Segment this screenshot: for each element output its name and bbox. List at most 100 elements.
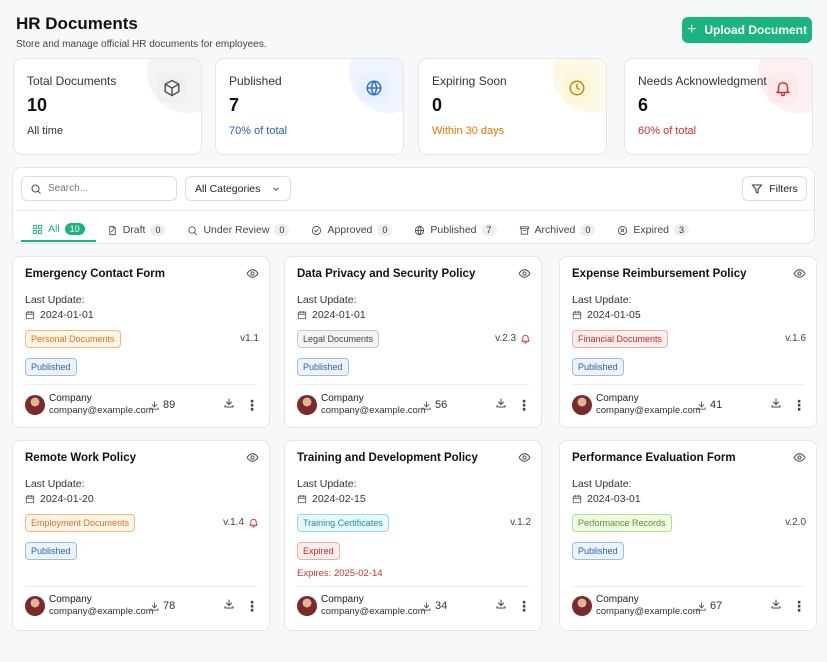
tab-label: Published: [430, 224, 477, 236]
document-title: Training and Development Policy: [297, 452, 478, 464]
card-divider: [297, 586, 529, 587]
download-count-value: 78: [163, 600, 176, 612]
date-value: 2024-01-01: [312, 309, 366, 321]
date-value: 2024-01-01: [40, 309, 94, 321]
card-actions: ⋮: [770, 597, 806, 615]
avatar: [572, 395, 592, 415]
download-button[interactable]: [223, 396, 235, 414]
more-options-icon[interactable]: ⋮: [245, 598, 259, 614]
stat-card-subtext: Within 30 days: [432, 125, 505, 137]
tab-count-badge: 3: [674, 224, 690, 236]
owner-info: Company company@example.com: [49, 593, 154, 618]
download-button[interactable]: [770, 396, 782, 414]
tab-label: Draft: [122, 224, 146, 236]
tab-count-badge: 7: [481, 224, 497, 236]
owner-name: Company: [321, 393, 364, 405]
download-icon: [496, 599, 506, 609]
last-update-label: Last Update:: [572, 478, 632, 490]
tab-label: All: [48, 223, 60, 235]
category-tag: Personal Documents: [25, 330, 121, 348]
download-count: 67: [696, 600, 722, 612]
owner-email: company@example.com: [321, 606, 426, 618]
stat-card-label: Published: [229, 74, 282, 88]
expiry-text: Expires: 2025-02-14: [297, 568, 383, 579]
tab-label: Expired: [633, 224, 670, 236]
more-options-icon[interactable]: ⋮: [245, 397, 259, 413]
tab-expired[interactable]: Expired 3: [606, 218, 700, 242]
document-card[interactable]: Remote Work Policy Last Update: 2024-01-…: [12, 440, 270, 631]
card-actions: ⋮: [223, 396, 259, 414]
document-title: Emergency Contact Form: [25, 268, 165, 280]
tab-count-badge: 0: [580, 224, 596, 236]
more-options-icon[interactable]: ⋮: [792, 397, 806, 413]
tab-draft[interactable]: Draft 0: [96, 218, 177, 242]
tab-published[interactable]: Published 7: [403, 218, 507, 242]
version-label: v.2.3: [495, 333, 516, 344]
page-title: HR Documents: [16, 14, 138, 33]
view-button[interactable]: [246, 451, 259, 469]
tab-archived[interactable]: Archived 0: [508, 218, 607, 242]
view-button[interactable]: [793, 267, 806, 285]
download-button[interactable]: [495, 597, 507, 615]
download-icon: [224, 599, 234, 609]
status-tabs: All 10 Draft 0 Under Review 0 Approved 0…: [21, 218, 700, 244]
date-value: 2024-01-05: [587, 309, 641, 321]
download-icon: [150, 400, 159, 410]
owner-email: company@example.com: [49, 405, 154, 417]
stat-card-icon: [562, 73, 592, 103]
category-tag: Legal Documents: [297, 330, 380, 348]
version-label: v.1.4: [223, 517, 244, 528]
card-divider: [25, 586, 257, 587]
tab-approved[interactable]: Approved 0: [300, 218, 403, 242]
calendar-icon: [297, 310, 307, 320]
avatar: [25, 596, 45, 616]
tab-label: Approved: [327, 224, 373, 236]
document-card[interactable]: Training and Development Policy Last Upd…: [284, 440, 542, 631]
page-header: HR Documents Store and manage official H…: [16, 14, 267, 50]
view-button[interactable]: [518, 451, 531, 469]
tab-count-badge: 0: [274, 224, 290, 236]
card-divider: [572, 384, 804, 385]
view-button[interactable]: [793, 451, 806, 469]
tab-count-badge: 10: [64, 223, 85, 235]
upload-document-button[interactable]: + Upload Document: [682, 17, 812, 43]
category-tag: Performance Records: [572, 514, 672, 532]
bell-icon: [776, 82, 790, 97]
download-button[interactable]: [223, 597, 235, 615]
filters-button[interactable]: Filters: [742, 176, 807, 201]
document-card[interactable]: Emergency Contact Form Last Update: 2024…: [12, 256, 270, 428]
stat-card-icon: [157, 73, 187, 103]
card-divider: [572, 586, 804, 587]
stat-card-subtext: 70% of total: [229, 125, 288, 137]
view-button[interactable]: [518, 267, 531, 285]
search-box[interactable]: [21, 176, 177, 201]
download-button[interactable]: [770, 597, 782, 615]
filters-label: Filters: [769, 182, 798, 195]
owner-name: Company: [49, 393, 92, 405]
tab-all[interactable]: All 10: [21, 218, 96, 242]
document-card[interactable]: Expense Reimbursement Policy Last Update…: [559, 256, 817, 428]
download-button[interactable]: [495, 396, 507, 414]
view-button[interactable]: [246, 267, 259, 285]
card-actions: ⋮: [223, 597, 259, 615]
tab-under-review[interactable]: Under Review 0: [176, 218, 300, 242]
calendar-icon: [25, 494, 35, 504]
last-update-label: Last Update:: [572, 294, 632, 306]
last-update-date: 2024-01-01: [297, 309, 366, 321]
document-card[interactable]: Data Privacy and Security Policy Last Up…: [284, 256, 542, 428]
more-options-icon[interactable]: ⋮: [792, 598, 806, 614]
search-input[interactable]: [48, 183, 158, 194]
last-update-label: Last Update:: [297, 294, 357, 306]
more-options-icon[interactable]: ⋮: [517, 397, 531, 413]
eye-icon: [793, 269, 806, 278]
more-options-icon[interactable]: ⋮: [517, 598, 531, 614]
tabs-divider: [13, 210, 814, 211]
date-value: 2024-02-15: [312, 493, 366, 505]
status-badge: Expired: [297, 542, 340, 560]
card-footer: Company company@example.com 89 ⋮: [25, 392, 259, 418]
stat-card-label: Expiring Soon: [432, 74, 507, 88]
document-card[interactable]: Performance Evaluation Form Last Update:…: [559, 440, 817, 631]
last-update-date: 2024-02-15: [297, 493, 366, 505]
category-select[interactable]: All Categories: [185, 176, 291, 201]
download-count-value: 56: [435, 399, 448, 411]
